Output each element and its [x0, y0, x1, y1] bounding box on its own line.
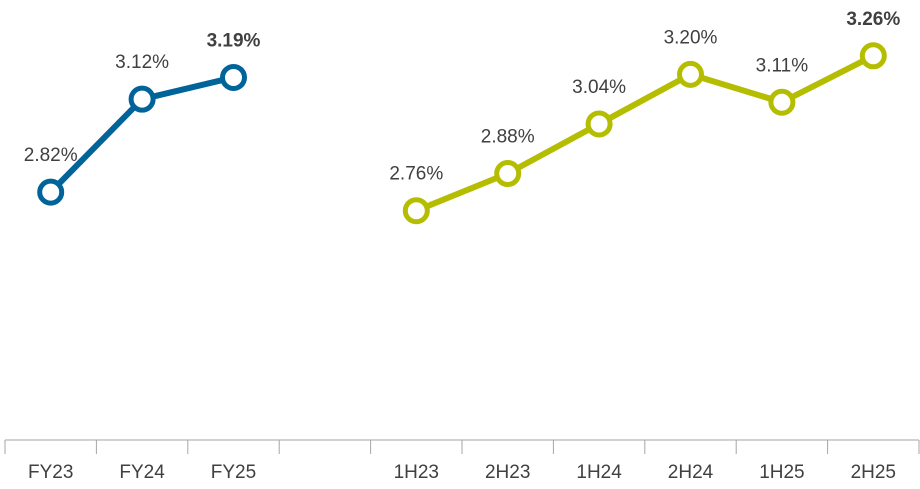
series-line	[415, 53, 875, 214]
x-tick-label: FY23	[28, 462, 73, 483]
x-tick-label: FY24	[119, 462, 165, 483]
point-marker	[402, 197, 430, 225]
point-marker	[585, 110, 613, 138]
data-label: 3.12%	[115, 52, 169, 73]
x-tick-label: 1H23	[394, 462, 439, 483]
data-label: 2.76%	[389, 164, 443, 185]
data-label: 3.04%	[572, 77, 626, 98]
data-label: 3.20%	[664, 27, 718, 48]
data-label: 3.11%	[756, 55, 809, 76]
x-tick-label: 2H23	[485, 462, 530, 483]
data-label: 2.88%	[481, 127, 535, 148]
x-tick-label: 2H24	[668, 462, 714, 483]
data-label: 3.19%	[207, 30, 261, 51]
x-tick-label: 1H25	[759, 462, 804, 483]
data-label: 2.82%	[24, 145, 78, 166]
x-tick-label: 1H24	[576, 462, 622, 483]
point-marker	[128, 85, 156, 113]
point-marker	[220, 63, 247, 91]
x-tick-label: 2H25	[851, 462, 896, 483]
x-tick-label: FY25	[211, 462, 256, 483]
point-marker	[859, 42, 887, 70]
data-label: 3.26%	[846, 9, 900, 30]
point-marker	[37, 178, 65, 206]
point-marker	[677, 60, 704, 88]
point-marker	[494, 160, 522, 188]
point-marker	[768, 88, 796, 116]
